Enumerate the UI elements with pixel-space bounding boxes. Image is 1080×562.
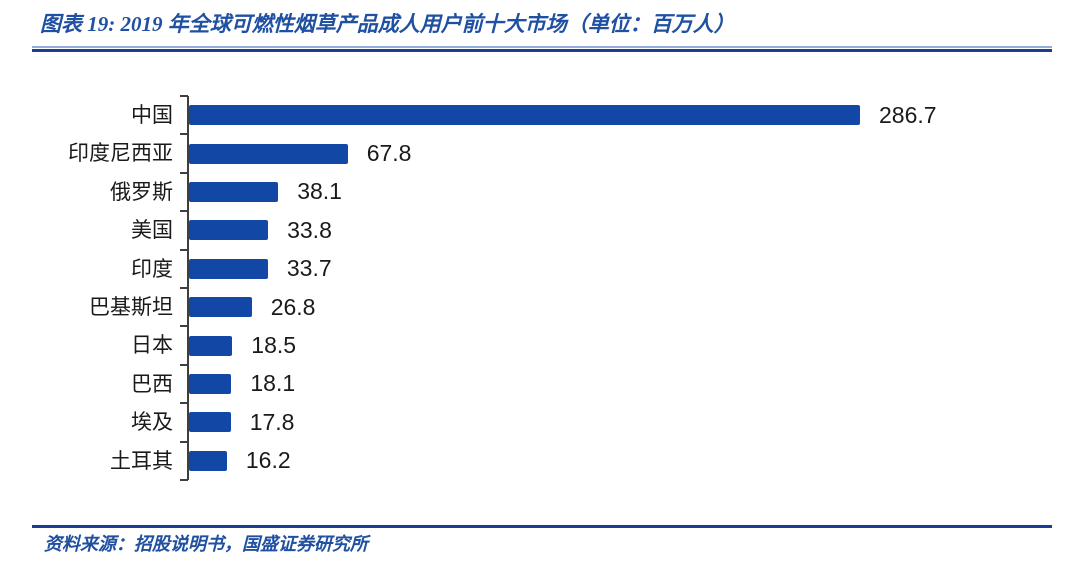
category-label: 印度尼西亚 bbox=[68, 141, 173, 166]
value-label: 67.8 bbox=[366, 140, 412, 167]
source-note: 资料来源：招股说明书，国盛证券研究所 bbox=[44, 534, 368, 554]
category-label: 印度 bbox=[131, 256, 173, 281]
category-label: 中国 bbox=[131, 103, 173, 127]
category-label: 巴西 bbox=[131, 371, 173, 396]
bar-row: 18.1 bbox=[180, 363, 1038, 403]
bar bbox=[189, 335, 233, 356]
category-label: 日本 bbox=[131, 333, 173, 358]
value-label: 33.7 bbox=[286, 255, 332, 282]
bar-row: 33.8 bbox=[180, 210, 1038, 249]
bar-row: 286.7 bbox=[180, 94, 1038, 134]
category-label: 土耳其 bbox=[110, 448, 173, 473]
bar bbox=[189, 412, 231, 433]
bar-row: 26.8 bbox=[180, 286, 1038, 326]
category-label: 巴基斯坦 bbox=[89, 294, 173, 319]
bar bbox=[189, 220, 269, 241]
value-label: 18.1 bbox=[250, 370, 296, 397]
value-label: 286.7 bbox=[879, 101, 937, 128]
category-label: 俄罗斯 bbox=[110, 179, 173, 204]
bar-chart: 中国 印度尼西亚 俄罗斯 美国 印度 巴基斯坦 日本 巴西 埃及 土耳其 286… bbox=[40, 94, 1038, 481]
bar-row: 18.5 bbox=[180, 325, 1038, 364]
title-divider-dark-line bbox=[32, 49, 1052, 52]
bar bbox=[189, 258, 268, 279]
bar bbox=[189, 143, 348, 164]
value-label: 18.5 bbox=[251, 332, 297, 359]
bar-row: 38.1 bbox=[180, 171, 1038, 211]
category-axis-labels: 中国 印度尼西亚 俄罗斯 美国 印度 巴基斯坦 日本 巴西 埃及 土耳其 bbox=[40, 96, 173, 480]
title-divider bbox=[32, 46, 1052, 52]
bar-row: 17.8 bbox=[180, 402, 1038, 441]
bar-row: 67.8 bbox=[180, 133, 1038, 172]
figure-title: 图表 19: 2019 年全球可燃性烟草产品成人用户前十大市场（单位：百万人） bbox=[40, 12, 735, 36]
bar-row: 33.7 bbox=[180, 248, 1038, 288]
value-label: 17.8 bbox=[249, 408, 295, 435]
value-label: 26.8 bbox=[270, 293, 316, 320]
bar bbox=[189, 297, 252, 318]
value-label: 16.2 bbox=[245, 447, 291, 474]
category-label: 美国 bbox=[131, 218, 173, 243]
source-divider bbox=[32, 525, 1052, 528]
bar bbox=[189, 181, 279, 202]
bar-row: 16.2 bbox=[180, 440, 1038, 480]
value-label: 33.8 bbox=[287, 216, 332, 243]
bar bbox=[189, 373, 232, 394]
bar bbox=[189, 105, 860, 126]
category-label: 埃及 bbox=[131, 410, 173, 435]
value-label: 38.1 bbox=[297, 178, 342, 205]
bar bbox=[189, 450, 227, 471]
title-divider-light-line bbox=[32, 46, 1052, 48]
plot-area: 286.7 67.8 38.1 33.8 33.7 26.8 18.5 18. bbox=[180, 94, 1038, 481]
